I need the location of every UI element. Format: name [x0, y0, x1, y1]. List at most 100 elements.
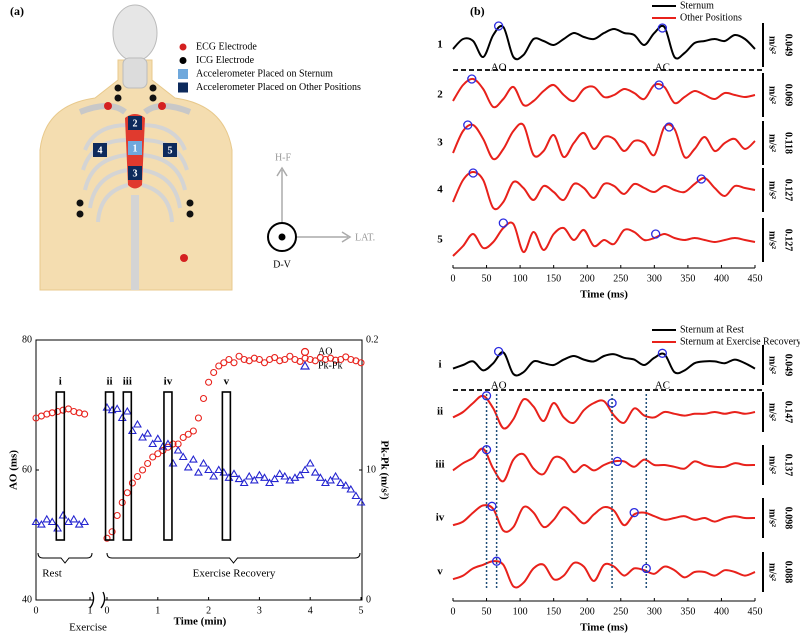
legend-text: Accelerometer Placed on Sternum: [196, 68, 333, 79]
trace-label: iii: [435, 459, 444, 471]
point: [31, 517, 41, 526]
point: [240, 355, 248, 364]
event-marker: [641, 563, 651, 574]
point: [178, 452, 188, 461]
window-label: iv: [164, 376, 173, 388]
scale-unit: m/s²: [767, 563, 778, 581]
point: [296, 357, 304, 366]
y2-tick-label: 10: [366, 464, 376, 475]
x-tick-label: 250: [613, 273, 628, 284]
position-label: 3: [133, 168, 138, 179]
scale-value: 0.127: [783, 179, 794, 202]
trace-label: ii: [437, 406, 443, 418]
point: [270, 474, 280, 483]
legend-square: [178, 69, 188, 79]
point: [163, 439, 173, 448]
point: [356, 497, 366, 506]
x-tick-label: 100: [513, 273, 528, 284]
point: [102, 403, 112, 411]
point: [108, 528, 116, 536]
point: [149, 453, 157, 461]
position-label: 1: [133, 143, 138, 154]
scale-value: 0.049: [783, 34, 794, 57]
trace: [452, 24, 756, 61]
point: [103, 534, 111, 542]
y-axis-title: AO (ms): [8, 450, 20, 490]
point: [357, 359, 365, 367]
trace-label: v: [437, 566, 443, 578]
point: [138, 432, 148, 441]
legend-dot: [179, 43, 187, 51]
trace-label: iv: [436, 512, 445, 524]
x-axis-title: Time (ms): [580, 289, 628, 301]
position-label: 4: [98, 145, 103, 156]
x-tick-label: 0: [105, 605, 110, 616]
x-tick-label: 1: [155, 605, 160, 616]
ribs: [81, 123, 189, 290]
point: [154, 450, 162, 458]
trace-label: 3: [437, 137, 443, 149]
event-label: AC: [655, 380, 670, 392]
point: [225, 355, 233, 364]
point: [260, 359, 269, 367]
point: [234, 474, 244, 483]
point: [300, 465, 310, 474]
scale-unit: m/s²: [767, 509, 778, 527]
event-marker: [629, 507, 639, 518]
point: [275, 469, 285, 477]
point: [341, 481, 351, 489]
x-tick-label: 350: [680, 606, 695, 617]
point: [250, 354, 258, 362]
point: [205, 378, 213, 386]
point: [133, 472, 142, 481]
legend-text: Sternum: [680, 0, 714, 11]
window-box: [163, 391, 173, 541]
event-label: AC: [655, 62, 670, 74]
x-tick-label: 250: [613, 606, 628, 617]
x-tick-label: 450: [748, 606, 763, 617]
event-marker: [491, 556, 502, 566]
point: [143, 429, 153, 437]
x-tick-label: 5: [359, 605, 364, 616]
window-box: [221, 391, 232, 541]
point: [168, 458, 178, 467]
trace: [452, 122, 756, 161]
legend-text: Pk-Pk: [318, 360, 342, 371]
trace: [452, 77, 756, 109]
point: [271, 353, 279, 362]
trace: [452, 447, 756, 483]
x-tick-label: 350: [680, 273, 695, 284]
axis-break-gap: [93, 598, 104, 602]
point: [53, 523, 63, 532]
scale-unit: m/s²: [767, 86, 778, 104]
scale-unit: m/s²: [767, 456, 778, 474]
point: [311, 357, 319, 365]
point: [315, 473, 325, 481]
legend-square: [178, 82, 188, 93]
point: [210, 368, 218, 377]
point: [80, 517, 90, 526]
axis-label: D-V: [273, 259, 292, 270]
trace-label: 4: [437, 184, 443, 196]
point: [249, 475, 259, 484]
y-tick-label: 40: [22, 594, 32, 605]
event-marker: [463, 120, 473, 130]
trace: [452, 560, 756, 589]
point: [220, 359, 228, 367]
scale-value: 0.098: [783, 507, 794, 530]
point: [183, 462, 193, 471]
window-box: [55, 391, 66, 541]
scale-value: 0.147: [783, 401, 794, 424]
bracket: [37, 552, 93, 564]
trace: [452, 504, 756, 533]
point: [69, 514, 79, 523]
point: [230, 359, 238, 367]
legend-text: Sternum at Exercise Recovery: [680, 336, 800, 347]
point: [204, 465, 214, 474]
axis-label: LAT.: [355, 232, 375, 243]
point: [239, 478, 249, 487]
scale-value: 0.127: [783, 229, 794, 252]
scale-unit: m/s²: [767, 231, 778, 249]
trace: [452, 221, 756, 257]
